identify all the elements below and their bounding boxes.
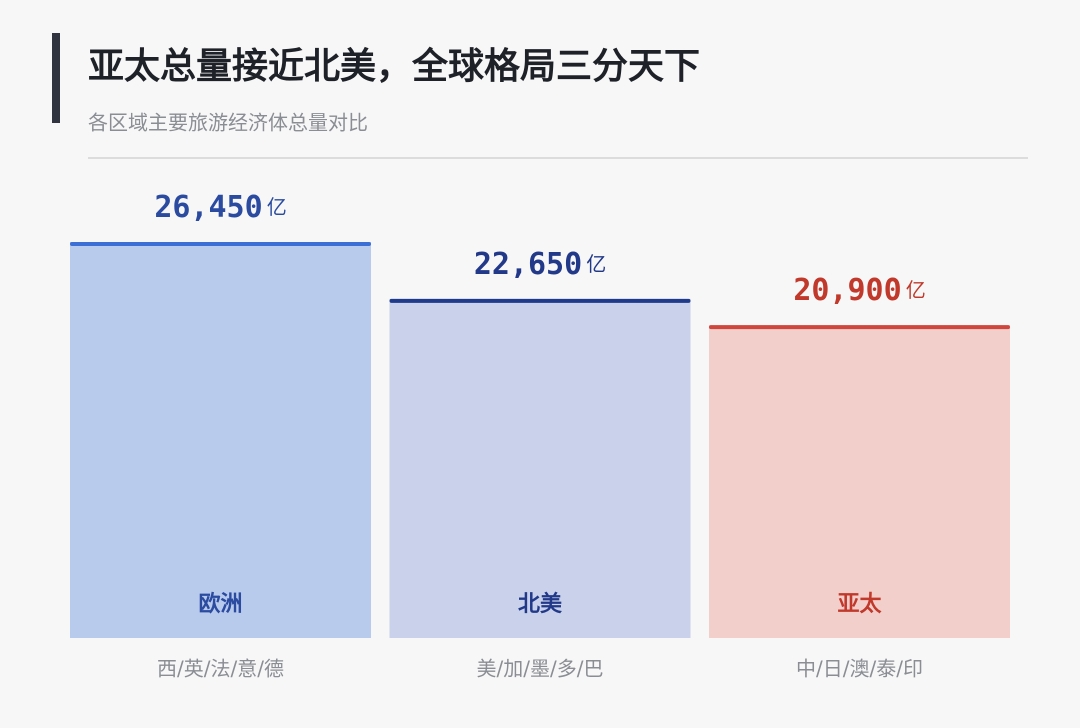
bar: [389, 298, 691, 638]
title-accent: [52, 33, 60, 123]
chart-subtitle: 各区域主要旅游经济体总量对比: [88, 111, 368, 135]
value-unit: 亿: [267, 195, 287, 219]
category-label: 亚太: [837, 592, 882, 617]
category-label: 欧洲: [198, 591, 242, 617]
value-unit: 亿: [586, 251, 606, 275]
chart-title: 亚太总量接近北美，全球格局三分天下: [88, 45, 700, 87]
value-label: 20,900 亿: [793, 273, 925, 308]
value-unit: 亿: [906, 278, 926, 302]
category-label: 北美: [518, 591, 563, 617]
bar: [70, 242, 371, 638]
category-sublabel: 美/加/墨/多/巴: [477, 657, 604, 681]
bar-top: [709, 325, 1010, 330]
bar-top: [389, 298, 691, 303]
category-sublabel: 西/英/法/意/德: [157, 657, 284, 681]
value-number: 26,450: [154, 190, 262, 225]
bar: [709, 325, 1010, 638]
category-sublabel: 中/日/澳/泰/印: [796, 657, 923, 681]
value-label: 26,450 亿: [154, 190, 286, 225]
value-number: 22,650: [474, 246, 582, 281]
bar-top: [70, 242, 371, 246]
value-number: 20,900: [793, 273, 901, 308]
value-label: 22,650 亿: [474, 246, 606, 281]
